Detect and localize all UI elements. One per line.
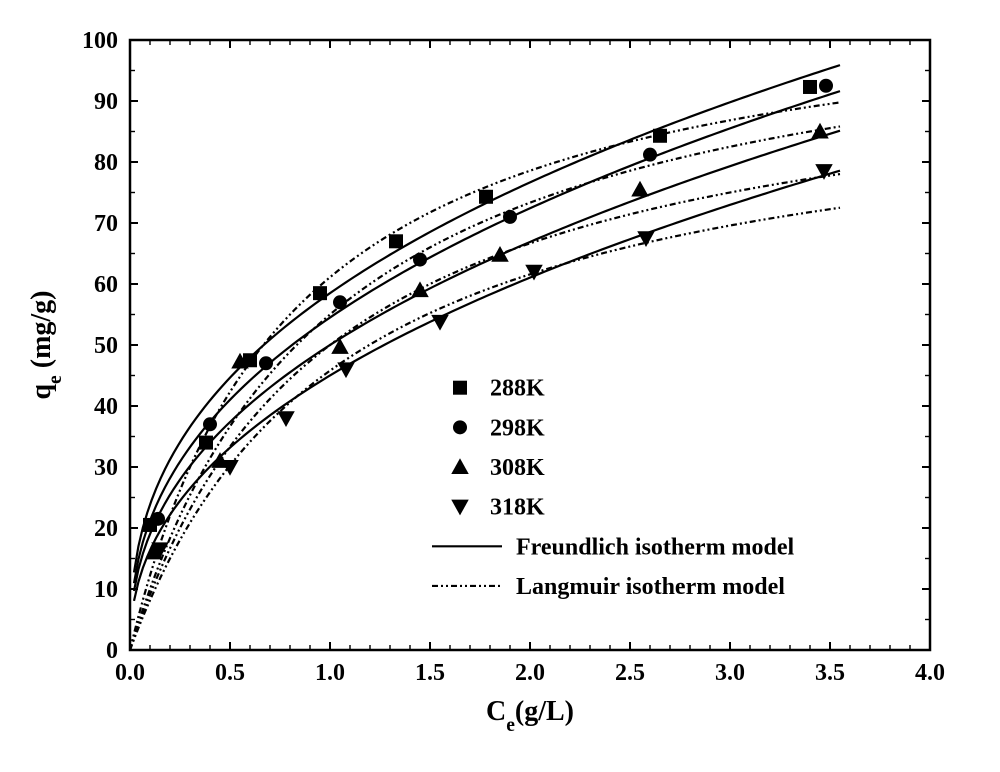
freundlich-288K	[134, 65, 840, 572]
x-tick-label: 3.0	[715, 660, 745, 686]
point-298K	[259, 356, 273, 370]
legend-label: 288K	[490, 376, 545, 402]
y-tick-label: 0	[106, 638, 118, 664]
point-318K	[277, 411, 295, 427]
point-318K	[431, 315, 449, 331]
legend-item: Langmuir isotherm model	[432, 574, 785, 600]
y-tick-label: 50	[94, 333, 118, 359]
y-tick-label: 100	[82, 28, 118, 54]
point-298K	[151, 512, 165, 526]
point-288K	[389, 234, 403, 248]
langmuir-298K	[130, 126, 840, 650]
x-tick-label: 3.5	[815, 660, 845, 686]
x-axis-label: Ce(g/L)	[486, 696, 574, 736]
legend-marker	[453, 381, 467, 395]
x-tick-label: 4.0	[915, 660, 945, 686]
point-298K	[643, 148, 657, 162]
point-298K	[819, 79, 833, 93]
legend-marker	[451, 458, 469, 474]
axes: 0.0 0.5 1.0 1.5 2.0 2.5 3.0 3.5 4.0 0 10 20 30 40 50 60…	[82, 28, 945, 686]
y-tick-label: 90	[94, 89, 118, 115]
legend-marker	[451, 500, 469, 516]
y-tick-label: 60	[94, 272, 118, 298]
isotherm-chart: 0.0 0.5 1.0 1.5 2.0 2.5 3.0 3.5 4.0 0 10 20 30 40 50 60…	[0, 0, 1000, 772]
legend-item: 288K	[453, 376, 545, 402]
data-points	[143, 79, 833, 560]
x-tick-label: 1.0	[315, 660, 345, 686]
legend-item: Freundlich isotherm model	[432, 534, 795, 560]
point-298K	[203, 417, 217, 431]
x-tick-label: 1.5	[415, 660, 445, 686]
point-288K	[313, 286, 327, 300]
legend-item: 298K	[453, 415, 545, 441]
y-axis-label: qe (mg/g)	[26, 290, 66, 399]
chart-svg: 0.0 0.5 1.0 1.5 2.0 2.5 3.0 3.5 4.0 0 10 20 30 40 50 60…	[0, 0, 1000, 772]
legend-label: 318K	[490, 495, 545, 521]
y-tick-label: 10	[94, 577, 118, 603]
y-tick-label: 80	[94, 150, 118, 176]
x-tick-label: 0.5	[215, 660, 245, 686]
legend-label: 308K	[490, 455, 545, 481]
legend-label: Langmuir isotherm model	[516, 574, 785, 600]
legend-label: 298K	[490, 415, 545, 441]
legend-item: 308K	[451, 455, 545, 481]
point-298K	[413, 253, 427, 267]
point-288K	[479, 190, 493, 204]
langmuir-288K	[130, 102, 840, 650]
x-tick-label: 2.0	[515, 660, 545, 686]
y-tick-label: 70	[94, 211, 118, 237]
x-tick-label: 0.0	[115, 660, 145, 686]
legend-marker	[453, 420, 467, 434]
y-tick-label: 30	[94, 455, 118, 481]
legend: 288K 298K 308K 318K Freundlich isotherm mode…	[432, 376, 795, 600]
point-288K	[199, 436, 213, 450]
x-tick-label: 2.5	[615, 660, 645, 686]
legend-label: Freundlich isotherm model	[516, 534, 795, 560]
legend-item: 318K	[451, 495, 545, 521]
y-tick-label: 20	[94, 516, 118, 542]
point-308K	[811, 123, 829, 139]
point-288K	[803, 80, 817, 94]
langmuir-curves	[130, 102, 840, 650]
y-tick-label: 40	[94, 394, 118, 420]
point-308K	[631, 181, 649, 197]
point-298K	[503, 210, 517, 224]
point-308K	[331, 338, 349, 354]
point-308K	[491, 246, 509, 262]
point-288K	[653, 129, 667, 143]
point-298K	[333, 295, 347, 309]
